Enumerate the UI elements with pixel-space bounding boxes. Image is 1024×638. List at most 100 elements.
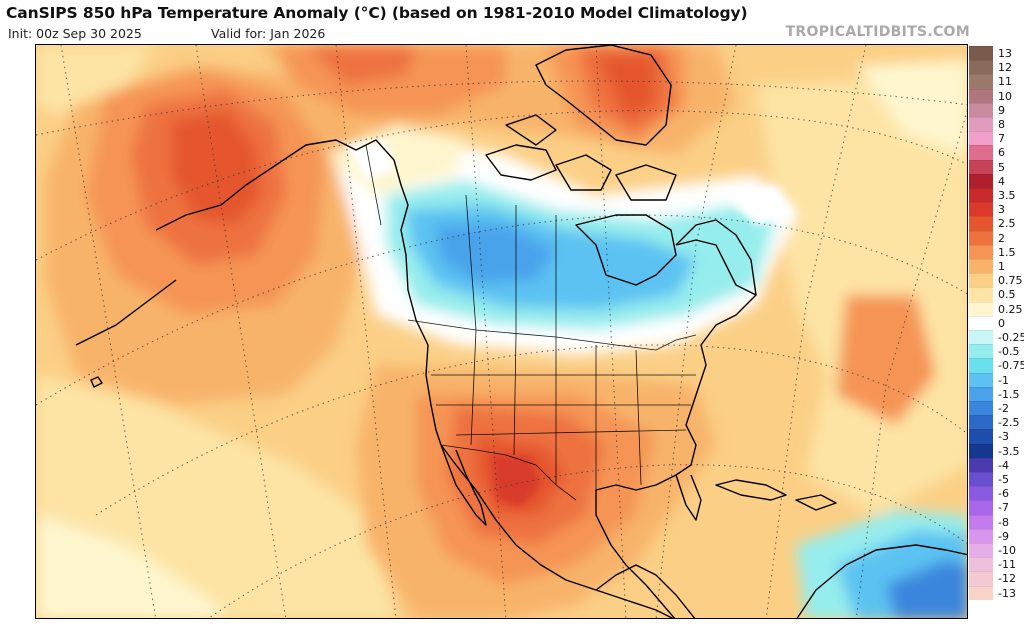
- coastline-hawaii: [90, 376, 103, 388]
- legend-label: -3: [998, 430, 1009, 444]
- legend-label: 2: [998, 231, 1005, 245]
- legend-swatch: [969, 60, 993, 75]
- meridian: [595, 45, 627, 618]
- legend-swatch: [969, 159, 993, 174]
- legend-swatch: [969, 514, 993, 529]
- coastline-greenland: [535, 45, 672, 146]
- legend-swatch: [969, 500, 993, 515]
- legend-swatch: [969, 585, 993, 600]
- legend-swatch: [969, 528, 993, 543]
- coastline-florida: [675, 474, 702, 521]
- legend-swatch: [969, 173, 993, 188]
- coastlines: [75, 45, 967, 618]
- legend-label: -2.5: [998, 416, 1020, 430]
- chart-title: CanSIPS 850 hPa Temperature Anomaly (°C)…: [6, 4, 748, 22]
- borders: [365, 144, 697, 501]
- color-legend: 13 12 11 10 9 8 7 6 5 4 3.5 3 2.5 2 1.5 1 0.75 0.5 0.25 0 -0…: [969, 44, 1024, 619]
- legend-label: 0.5: [998, 288, 1016, 302]
- legend-label: -7: [998, 501, 1009, 515]
- legend-swatch: [969, 202, 993, 217]
- legend-label: 6: [998, 146, 1005, 160]
- legend-swatch: [969, 287, 993, 302]
- legend-label: -1: [998, 373, 1009, 387]
- border-province: [465, 194, 477, 331]
- coastline-central-america: [595, 564, 696, 618]
- coastline-cuba: [715, 479, 787, 501]
- legend-label: -12: [998, 572, 1016, 586]
- parallel: [95, 344, 967, 516]
- coastline-arctic-island: [505, 114, 557, 146]
- legend-label: -13: [998, 586, 1016, 600]
- coastline-arctic-island: [555, 154, 612, 191]
- legend-label: -10: [998, 544, 1016, 557]
- legend-swatch: [969, 472, 993, 487]
- legend-swatch: [969, 486, 993, 501]
- parallel: [36, 214, 967, 406]
- coastline-gulf-east: [595, 239, 757, 618]
- hot-core-west-atlantic: [836, 295, 936, 425]
- legend-label: -6: [998, 487, 1009, 501]
- border-state: [455, 429, 687, 436]
- legend-label: 8: [998, 118, 1005, 131]
- legend-swatch: [969, 315, 993, 330]
- legend-label: 0.25: [998, 302, 1023, 316]
- legend-swatch: [969, 358, 993, 373]
- legend-swatch: [969, 188, 993, 203]
- legend-swatch: [969, 386, 993, 401]
- valid-time: Valid for: Jan 2026: [211, 26, 326, 41]
- red-core-alaska: [306, 45, 416, 85]
- coastline-alaska-west: [155, 139, 674, 618]
- legend-swatch: [969, 344, 993, 359]
- legend-label: -4: [998, 458, 1009, 472]
- white-zone-sw: [36, 515, 225, 618]
- legend-swatch: [969, 457, 993, 472]
- site-watermark[interactable]: TROPICALTIDBITS.COM: [785, 24, 970, 40]
- legend-swatch: [969, 543, 993, 558]
- legend-swatch: [969, 216, 993, 231]
- deep-red-core-pacific: [171, 110, 261, 225]
- coastline-south-america: [796, 544, 967, 618]
- border-state: [635, 349, 642, 486]
- legend-swatch: [969, 273, 993, 288]
- white-zone-ne: [856, 60, 967, 155]
- border-state: [513, 334, 517, 456]
- legend-label: -5: [998, 473, 1009, 486]
- legend-swatch: [969, 244, 993, 259]
- legend-label: 4: [998, 174, 1005, 188]
- legend-swatch: [969, 259, 993, 274]
- graticule: [36, 45, 967, 618]
- legend-swatch: [969, 117, 993, 132]
- legend-label: 3: [998, 203, 1005, 217]
- legend-label: 13: [998, 47, 1012, 60]
- legend-label: 1: [998, 260, 1005, 273]
- white-gap-alaska-coast: [346, 140, 396, 180]
- cold-center-south-america: [886, 560, 967, 618]
- legend-label: -0.25: [998, 331, 1024, 344]
- legend-label: 7: [998, 132, 1005, 146]
- legend-label: 11: [998, 75, 1012, 89]
- pale-zone-nw: [36, 45, 156, 115]
- coastline-arctic-island: [485, 144, 557, 181]
- legend-swatch: [969, 88, 993, 103]
- border-alaska-canada: [365, 144, 382, 226]
- legend-swatch: [969, 571, 993, 586]
- legend-swatch: [969, 74, 993, 89]
- legend-swatch: [969, 557, 993, 572]
- legend-label: 10: [998, 89, 1012, 103]
- legend-label: 0: [998, 316, 1005, 330]
- neutral-patch-north-canada: [326, 125, 466, 195]
- coastline-baja: [440, 444, 487, 526]
- legend-label: -8: [998, 515, 1009, 529]
- legend-label: 12: [998, 61, 1012, 75]
- legend-swatch: [969, 401, 993, 416]
- legend-swatch: [969, 443, 993, 458]
- anomaly-map: [35, 44, 968, 619]
- meridian: [765, 45, 867, 618]
- legend-label: -9: [998, 529, 1009, 543]
- border-us-mexico: [440, 444, 577, 501]
- coastline-arctic-island: [615, 164, 677, 201]
- map-canvas: [36, 45, 967, 618]
- cold-center-canada: [436, 225, 556, 283]
- legend-swatch: [969, 145, 993, 160]
- parallel: [208, 464, 967, 618]
